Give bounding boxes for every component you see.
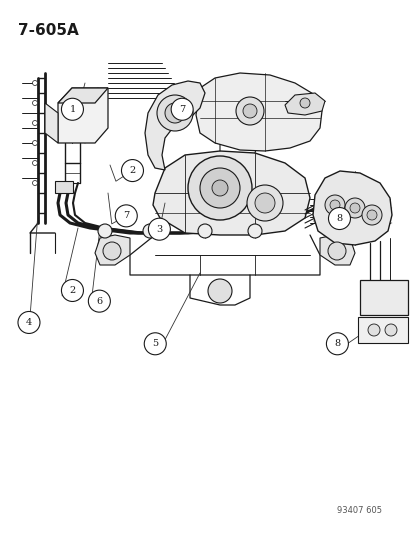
Circle shape — [327, 242, 345, 260]
Text: 1: 1 — [69, 105, 76, 114]
Circle shape — [299, 98, 309, 108]
Circle shape — [384, 324, 396, 336]
Circle shape — [33, 101, 38, 106]
Text: 7: 7 — [178, 105, 185, 114]
Circle shape — [33, 141, 38, 146]
Circle shape — [235, 97, 263, 125]
Circle shape — [328, 207, 350, 230]
FancyBboxPatch shape — [357, 317, 407, 343]
Circle shape — [324, 195, 344, 215]
Text: 2: 2 — [69, 286, 76, 295]
Polygon shape — [58, 88, 108, 103]
Text: 4: 4 — [26, 318, 32, 327]
Circle shape — [148, 218, 170, 240]
Polygon shape — [58, 88, 108, 143]
Circle shape — [98, 224, 112, 238]
Circle shape — [344, 198, 364, 218]
Circle shape — [207, 279, 231, 303]
Text: 7: 7 — [123, 212, 129, 220]
Polygon shape — [284, 93, 324, 115]
Circle shape — [33, 120, 38, 125]
FancyBboxPatch shape — [55, 181, 73, 193]
Circle shape — [247, 185, 282, 221]
Circle shape — [103, 242, 121, 260]
Circle shape — [61, 279, 83, 302]
FancyBboxPatch shape — [359, 280, 407, 315]
Polygon shape — [45, 103, 58, 143]
Circle shape — [211, 180, 228, 196]
Circle shape — [33, 80, 38, 85]
Circle shape — [242, 104, 256, 118]
Text: 8: 8 — [334, 340, 339, 348]
Circle shape — [367, 324, 379, 336]
Circle shape — [61, 98, 83, 120]
Circle shape — [33, 160, 38, 166]
Circle shape — [349, 203, 359, 213]
Circle shape — [144, 333, 166, 355]
Circle shape — [366, 210, 376, 220]
Text: 6: 6 — [96, 297, 102, 305]
Circle shape — [18, 311, 40, 334]
Circle shape — [157, 95, 192, 131]
Circle shape — [247, 224, 261, 238]
Circle shape — [88, 290, 110, 312]
Circle shape — [197, 224, 211, 238]
Polygon shape — [95, 235, 130, 265]
Circle shape — [325, 333, 348, 355]
Polygon shape — [319, 235, 354, 265]
Polygon shape — [195, 73, 321, 151]
Polygon shape — [312, 171, 391, 245]
Text: 8: 8 — [336, 214, 342, 223]
Circle shape — [115, 205, 137, 227]
Circle shape — [329, 200, 339, 210]
Polygon shape — [153, 151, 309, 235]
Polygon shape — [145, 81, 204, 170]
Circle shape — [121, 159, 143, 182]
Text: 93407 605: 93407 605 — [337, 506, 382, 515]
Circle shape — [188, 156, 252, 220]
Text: 3: 3 — [156, 225, 162, 233]
Circle shape — [199, 168, 240, 208]
Circle shape — [33, 181, 38, 185]
Circle shape — [142, 224, 157, 238]
Circle shape — [171, 98, 193, 120]
Circle shape — [165, 103, 185, 123]
Circle shape — [361, 205, 381, 225]
Text: 7-605A: 7-605A — [18, 23, 78, 38]
Text: 2: 2 — [129, 166, 135, 175]
Circle shape — [254, 193, 274, 213]
Text: 5: 5 — [152, 340, 158, 348]
